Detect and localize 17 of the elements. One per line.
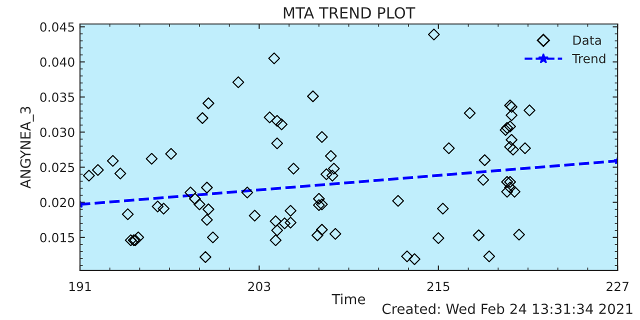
legend-label: Data: [573, 36, 601, 45]
chart-title: MTA TREND PLOT: [284, 7, 416, 19]
y-axis-title: ANGYNEA_3: [20, 106, 34, 189]
legend-label: Trend: [572, 54, 606, 64]
x-axis-title: Time: [332, 294, 366, 304]
y-tick-label: 0.030: [40, 128, 74, 138]
y-tick-label: 0.025: [40, 162, 74, 172]
x-tick-label: 203: [248, 282, 270, 292]
x-tick-label: 227: [606, 282, 628, 292]
y-tick-label: 0.040: [40, 57, 74, 67]
y-tick-label: 0.035: [40, 92, 74, 102]
x-tick-label: 215: [427, 282, 450, 292]
text: Created: Wed Feb 24 13:31:34 2021: [382, 303, 632, 314]
y-tick-label: 0.020: [40, 198, 74, 208]
x-tick-label: 191: [69, 282, 91, 292]
y-tick-label: 0.015: [40, 232, 74, 242]
y-tick-label: 0.045: [40, 22, 74, 32]
